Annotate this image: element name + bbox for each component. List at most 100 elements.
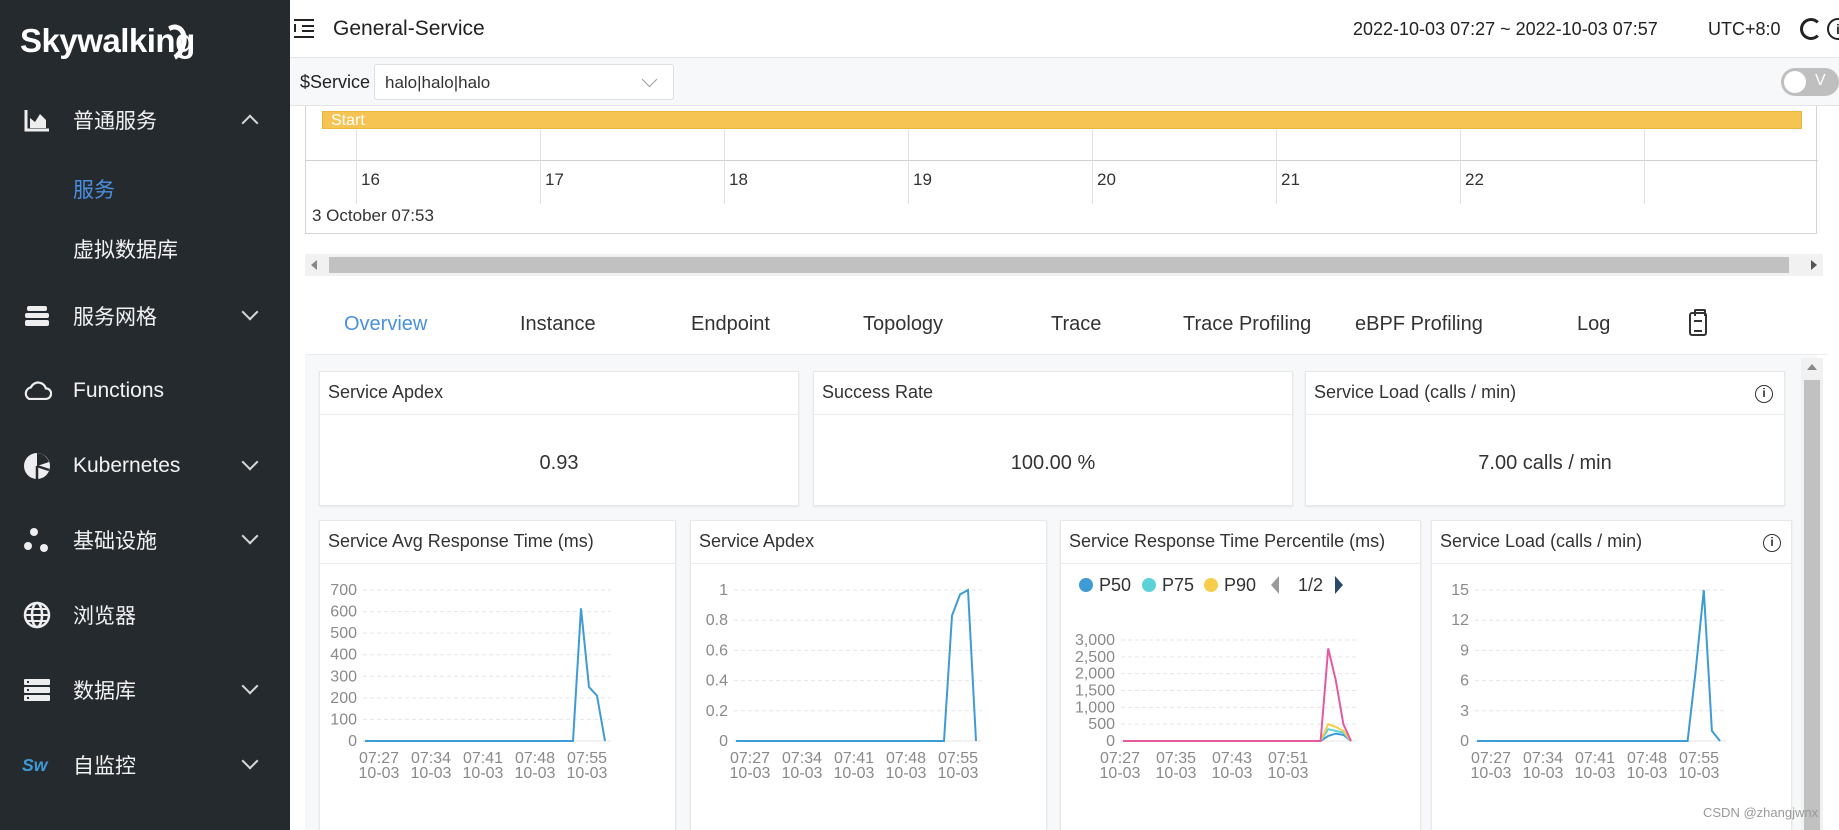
y-tick-label: 0.8 [706,612,728,629]
clipboard-icon[interactable] [1689,309,1707,336]
sidebar-item-functions[interactable]: Functions [0,366,290,416]
legend-swatch[interactable] [1079,578,1093,592]
menu-fold-icon[interactable] [294,18,316,38]
series-line[interactable] [1477,589,1721,742]
sidebar-item-label: 普通服务 [73,110,157,133]
sidebar-subitem-service[interactable]: 服务 [73,179,115,202]
legend-item[interactable]: P90 [1224,575,1256,595]
info-icon[interactable]: i [1763,534,1781,552]
tab-topology[interactable]: Topology [863,313,944,335]
x-tick-label: 10-03 [834,765,875,782]
x-tick-label: 10-03 [730,765,771,782]
tab-log[interactable]: Log [1577,313,1611,335]
timeline-axis [306,160,1818,161]
chart-card-service-load: Service Load (calls / min) i 0 3 6 9 12 15 07:… [1431,520,1792,830]
x-tick-label: 07:27 [1471,750,1511,767]
sidebar-item-service-mesh[interactable]: 服务网格 [0,291,290,341]
reload-icon[interactable] [1800,18,1822,40]
y-tick-label: 3 [1460,703,1469,720]
y-tick-label: 100 [330,711,357,728]
y-tick-label: 0 [1106,733,1115,750]
timeline-tick-label: 19 [913,170,932,189]
series-line[interactable] [736,588,977,742]
chevron-down-icon [241,527,259,545]
tab-instance[interactable]: Instance [520,313,596,335]
chevron-down-icon [241,752,259,770]
card-divider [320,414,798,415]
tab-trace-profiling[interactable]: Trace Profiling [1183,313,1312,335]
time-range-picker[interactable]: 2022-10-03 07:27 ~ 2022-10-03 07:57 [1353,19,1658,39]
timeline-tick [908,130,909,204]
card-value: 7.00 calls / min [1478,452,1612,474]
timeline-horizontal-scrollbar[interactable] [305,254,1823,276]
y-tick-label: 6 [1460,673,1469,690]
chart-card-avg-response-time: Service Avg Response Time (ms) 0 100 200 30… [319,520,676,830]
chart-service-apdex: 00.20.40.60.8107:2710-0307:3410-0307:411… [706,582,982,782]
svg-text:Sw: Sw [22,755,49,775]
timeline-tick-label: 16 [361,170,380,189]
legend-item[interactable]: P75 [1162,575,1194,595]
tab-endpoint[interactable]: Endpoint [691,313,770,335]
legend-next-icon[interactable] [1335,576,1343,594]
scroll-right-icon[interactable] [1811,260,1817,270]
info-icon[interactable]: i [1827,18,1839,40]
series-line-p90[interactable] [1123,722,1352,742]
tab-overview[interactable]: Overview [344,313,428,335]
legend-prev-icon[interactable] [1271,576,1279,594]
service-select-value: halo|halo|halo [385,73,491,92]
y-tick-label: 2,000 [1075,666,1115,683]
scrollbar-thumb[interactable] [329,257,1789,273]
y-tick-label: 400 [330,647,357,664]
series-line[interactable] [365,608,606,742]
sidebar-item-kubernetes[interactable]: Kubernetes [0,441,290,491]
card-value: 100.00 % [1010,452,1096,474]
sidebar-item-self-observability[interactable]: Sw 自监控 [0,740,290,790]
series-line-p75[interactable] [1123,728,1352,742]
info-icon[interactable]: i [1755,385,1773,403]
chart-title: Service Load (calls / min) [1440,531,1643,551]
card-success-rate: Success Rate 100.00 % [813,371,1293,506]
y-tick-label: 0 [719,733,728,750]
sidebar-item-database[interactable]: 数据库 [0,665,290,715]
x-tick-label: 07:51 [1268,750,1308,767]
scroll-left-icon[interactable] [311,260,317,270]
sidebar-item-general-service[interactable]: 普通服务 [0,95,290,145]
scroll-up-icon[interactable] [1807,364,1817,370]
tab-ebpf-profiling[interactable]: eBPF Profiling [1355,313,1483,335]
sidebar-item-label: 服务网格 [73,306,157,329]
pie-chart-icon [22,451,52,481]
y-tick-label: 500 [330,625,357,642]
card-divider [814,414,1292,415]
timeline-tick [540,130,541,204]
cloud-icon [22,376,52,406]
scrollbar-thumb[interactable] [1804,380,1820,830]
y-tick-label: 2,500 [1075,649,1115,666]
legend-item[interactable]: P50 [1099,575,1131,595]
series-line-p50[interactable] [1123,732,1352,742]
service-select[interactable]: halo|halo|halo [374,64,674,100]
sidebar-item-browser[interactable]: 浏览器 [0,590,290,640]
chevron-down-icon [241,303,259,321]
timeline-tick [1460,130,1461,204]
timeline-event-start[interactable]: Start [322,111,1802,129]
chevron-down-icon [241,677,259,695]
sidebar-subitem-virtual-database[interactable]: 虚拟数据库 [73,239,178,262]
series-line[interactable] [1123,648,1352,742]
x-tick-label: 10-03 [359,765,400,782]
tab-trace[interactable]: Trace [1051,313,1102,335]
x-tick-label: 07:41 [834,750,874,767]
y-tick-label: 12 [1451,612,1469,629]
x-tick-label: 10-03 [938,765,979,782]
dashboard-vertical-scrollbar[interactable] [1801,358,1823,830]
x-tick-label: 07:48 [1627,750,1667,767]
nodes-icon [22,525,52,555]
sidebar-item-infrastructure[interactable]: 基础设施 [0,515,290,565]
view-toggle-switch[interactable]: V [1781,68,1839,96]
x-tick-label: 07:34 [411,750,451,767]
legend-swatch[interactable] [1142,578,1156,592]
legend-swatch[interactable] [1204,578,1218,592]
sidebar-item-label: 数据库 [73,680,136,703]
sidebar-item-label: 基础设施 [73,530,157,553]
legend-page-indicator: 1/2 [1298,575,1323,595]
timeline-tick [356,130,357,204]
